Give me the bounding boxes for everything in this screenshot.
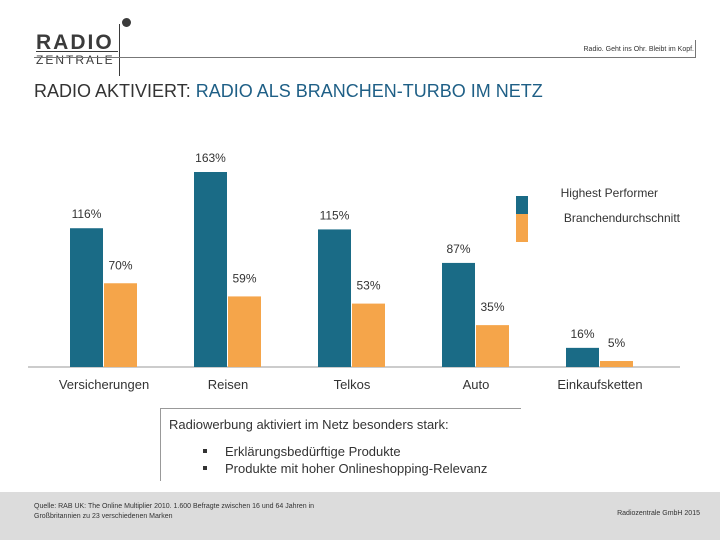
logo-text-top: RADIO [36, 31, 114, 54]
tagline: Radio. Geht ins Ohr. Bleibt im Kopf. [583, 46, 695, 53]
data-label: 5% [608, 336, 626, 350]
bar-branchendurchschnitt [352, 303, 385, 367]
title-accent: RADIO ALS BRANCHEN-TURBO IM NETZ [195, 81, 543, 101]
note-item: Produkte mit hoher Onlineshopping-Releva… [199, 460, 487, 477]
title-prefix: RADIO AKTIVIERT: [34, 81, 196, 101]
bar-highest-performer [566, 347, 599, 367]
footer: Quelle: RAB UK: The Online Multiplier 20… [0, 492, 720, 540]
category-label: Reisen [208, 377, 248, 392]
logo-dot [122, 18, 131, 27]
legend-swatch-highest-performer [516, 196, 528, 214]
bar-branchendurchschnitt [104, 283, 137, 367]
bar-branchendurchschnitt [228, 296, 261, 367]
data-label: 16% [570, 327, 594, 341]
bar-chart: 116% 70% Versicherungen 163% 59% Reisen 115% 53… [28, 151, 681, 392]
bar-branchendurchschnitt [600, 361, 633, 367]
copyright: Radiozentrale GmbH 2015 [617, 510, 700, 517]
data-label: 116% [72, 207, 102, 221]
data-label: 59% [232, 271, 256, 285]
category-label: Telkos [334, 377, 371, 392]
data-label: 115% [320, 208, 350, 222]
category-label: Einkaufsketten [557, 377, 642, 392]
bar-highest-performer [194, 172, 227, 367]
header-divider [34, 57, 696, 58]
data-label: 70% [108, 258, 132, 272]
header-tick [695, 40, 696, 58]
page-title: RADIO AKTIVIERT: RADIO ALS BRANCHEN-TURB… [34, 80, 614, 102]
bar-branchendurchschnitt [476, 325, 509, 367]
category-label: Versicherungen [59, 377, 149, 392]
data-label: 163% [195, 151, 226, 165]
bar-highest-performer [318, 229, 351, 367]
legend-label: Branchendurchschnitt [564, 211, 681, 225]
note-text: Radiowerbung aktiviert im Netz besonders… [169, 417, 449, 432]
source-note: Quelle: RAB UK: The Online Multiplier 20… [34, 503, 315, 520]
bar-highest-performer [70, 228, 103, 367]
note-box: Radiowerbung aktiviert im Netz besonders… [160, 408, 521, 481]
legend-label: Highest Performer [561, 186, 658, 200]
category-label: Auto [463, 377, 490, 392]
data-label: 87% [446, 242, 470, 256]
data-label: 53% [356, 279, 380, 293]
legend-swatch-branchendurchschnitt [516, 214, 528, 242]
note-list: Erklärungsbedürftige Produkte Produkte m… [199, 443, 487, 477]
data-label: 35% [480, 300, 504, 314]
bar-highest-performer [442, 262, 475, 367]
logo-divider [119, 24, 120, 76]
note-item: Erklärungsbedürftige Produkte [199, 443, 487, 460]
logo-rule [36, 51, 118, 52]
